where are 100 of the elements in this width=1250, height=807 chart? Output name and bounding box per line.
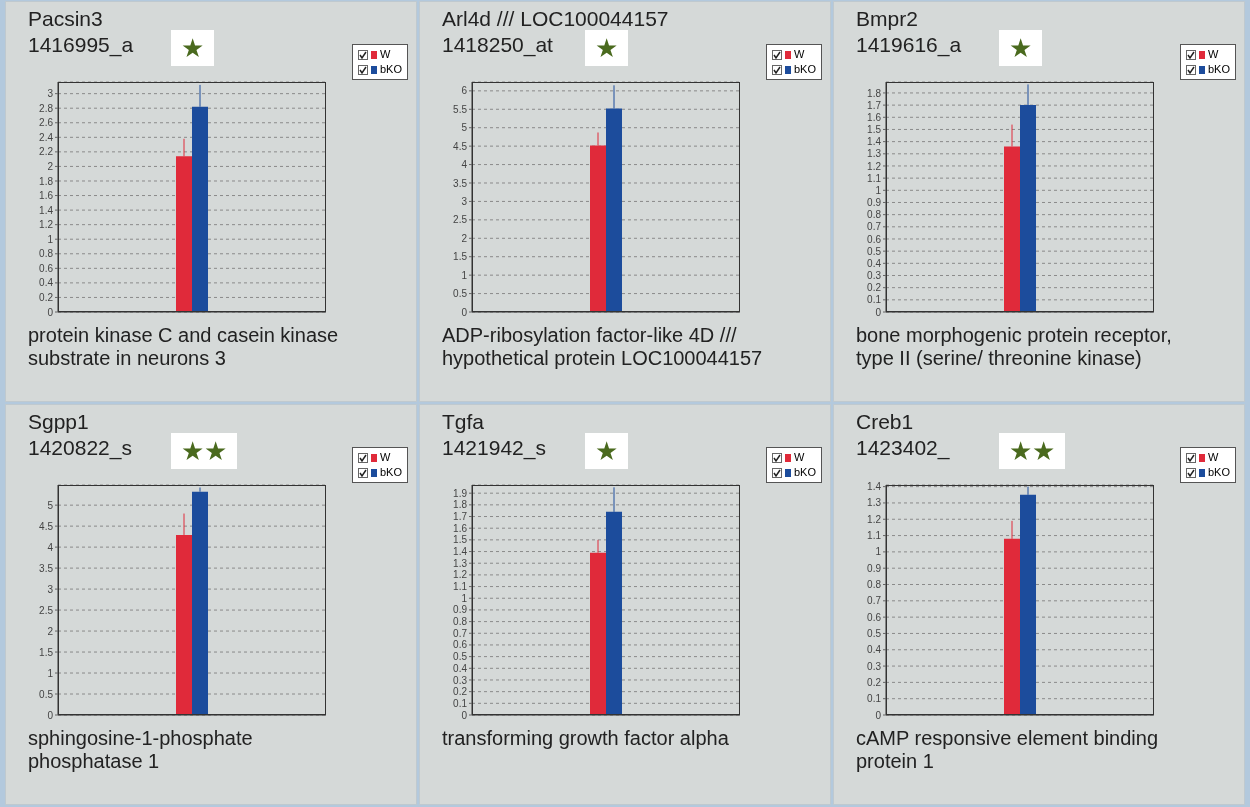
y-tick-label: 3 xyxy=(461,195,468,207)
y-tick-label: 4 xyxy=(47,541,54,553)
legend-label: bKO xyxy=(793,62,816,77)
y-tick-label: 1.3 xyxy=(453,557,468,569)
y-tick-label: 1.2 xyxy=(39,219,54,231)
y-tick-label: 0.5 xyxy=(39,688,54,700)
y-tick-label: 1.6 xyxy=(39,190,54,202)
y-tick-label: 0.8 xyxy=(867,579,882,591)
y-tick-label: 1.7 xyxy=(867,99,882,111)
y-tick-label: 0.2 xyxy=(867,282,882,294)
y-tick-label: 1.5 xyxy=(867,124,882,136)
chart-subtitle: 1418250_at xyxy=(442,33,553,56)
y-tick-label: 1.3 xyxy=(867,497,882,509)
y-tick-label: 0.1 xyxy=(867,693,882,705)
y-tick-label: 1.6 xyxy=(867,111,882,123)
y-tick-label: 1.1 xyxy=(867,172,882,184)
chart-title: Sgpp1 xyxy=(28,409,90,435)
y-tick-label: 0.6 xyxy=(39,262,54,274)
legend-label: W xyxy=(1207,450,1219,465)
y-tick-label: 0.5 xyxy=(867,245,882,257)
text: ★ xyxy=(585,433,628,469)
y-tick-label: 0.8 xyxy=(867,209,882,221)
y-tick-label: 2 xyxy=(47,625,54,637)
text: ★★ xyxy=(171,433,237,469)
y-tick-label: 1.7 xyxy=(453,511,468,523)
y-tick-label: 4 xyxy=(461,159,468,171)
y-tick-label: 0.1 xyxy=(453,697,468,709)
y-tick-label: 1.9 xyxy=(453,487,468,499)
y-tick-label: 0.7 xyxy=(867,595,882,607)
legend-label: W xyxy=(793,450,805,465)
y-tick-label: 1.8 xyxy=(453,499,468,511)
y-tick-label: 1.4 xyxy=(453,546,468,558)
y-tick-label: 1 xyxy=(875,184,882,196)
y-tick-label: 0.1 xyxy=(867,294,882,306)
chart-subtitle: 1423402_ xyxy=(856,435,950,461)
y-tick-label: 0 xyxy=(461,306,468,318)
text: protein kinase C and casein kinase substrate in neurons 3 xyxy=(28,324,340,370)
y-tick-label: 1.4 xyxy=(39,204,54,216)
text: transforming growth factor alpha xyxy=(442,727,730,750)
legend-label: bKO xyxy=(1207,465,1230,480)
legend-label: bKO xyxy=(379,465,402,480)
chart-title: Creb1 xyxy=(856,409,915,435)
y-tick-label: 0.4 xyxy=(39,277,54,289)
y-tick-label: 0.5 xyxy=(453,651,468,663)
chart-title: Arl4d /// LOC100044157 xyxy=(442,6,669,32)
chart-subtitle: 1416995_a xyxy=(28,32,134,58)
y-tick-label: 0.8 xyxy=(39,248,54,260)
y-tick-label: 4.5 xyxy=(39,520,54,532)
text: bone morphogenic protein receptor, type II (serine/ threonine kinase) xyxy=(856,324,1173,370)
y-tick-label: 0.5 xyxy=(867,627,882,639)
y-tick-label: 2.8 xyxy=(39,102,54,114)
y-tick-label: 2.6 xyxy=(39,117,54,129)
y-tick-label: 5.5 xyxy=(453,103,468,115)
y-tick-label: 0.9 xyxy=(867,197,882,209)
y-tick-label: 3 xyxy=(47,88,54,100)
y-tick-label: 0.6 xyxy=(867,233,882,245)
y-tick-label: 2 xyxy=(461,232,468,244)
y-tick-label: 1 xyxy=(461,592,468,604)
y-tick-label: 0.4 xyxy=(453,662,468,674)
y-tick-label: 1.3 xyxy=(867,148,882,160)
y-tick-label: 1.1 xyxy=(867,530,882,542)
legend-label: W xyxy=(1207,47,1219,62)
y-tick-label: 1 xyxy=(875,546,882,558)
y-tick-label: 6 xyxy=(461,85,468,97)
legend-label: W xyxy=(793,47,805,62)
y-tick-label: 3 xyxy=(47,583,54,595)
y-tick-label: 3.5 xyxy=(453,177,468,189)
legend-label: W xyxy=(379,47,391,62)
y-tick-label: 0 xyxy=(47,709,54,721)
y-tick-label: 2.5 xyxy=(453,214,468,226)
y-tick-label: 0.9 xyxy=(453,604,468,616)
y-tick-label: 2.5 xyxy=(39,604,54,616)
y-tick-label: 0.7 xyxy=(453,627,468,639)
y-tick-label: 1.5 xyxy=(453,534,468,546)
y-tick-label: 2 xyxy=(47,160,54,172)
y-tick-label: 0.3 xyxy=(453,674,468,686)
y-tick-label: 1 xyxy=(47,233,54,245)
y-tick-label: 0.2 xyxy=(453,686,468,698)
legend-label: bKO xyxy=(793,465,816,480)
y-tick-label: 1.4 xyxy=(867,481,882,493)
chart-subtitle: 1420822_s xyxy=(28,435,132,461)
text: ADP-ribosylation factor-like 4D /// hypothetical protein LOC100044157 xyxy=(442,324,764,370)
text: ★ xyxy=(999,30,1042,66)
chart-subtitle: 1421942_s xyxy=(442,435,546,461)
y-tick-label: 0.4 xyxy=(867,257,882,269)
y-tick-label: 0.2 xyxy=(39,291,54,303)
y-tick-label: 0.7 xyxy=(867,221,882,233)
y-tick-label: 4.5 xyxy=(453,140,468,152)
chart-subtitle: 1419616_a xyxy=(856,32,962,58)
text: cAMP responsive element binding protein 1 xyxy=(856,727,1160,773)
chart-title: Tgfa xyxy=(442,409,486,435)
y-tick-label: 0.6 xyxy=(867,611,882,623)
y-tick-label: 0.6 xyxy=(453,639,468,651)
legend-label: bKO xyxy=(1207,62,1230,77)
legend-label: bKO xyxy=(379,62,402,77)
y-tick-label: 0.3 xyxy=(867,270,882,282)
y-tick-label: 0.3 xyxy=(867,660,882,672)
y-tick-label: 1.5 xyxy=(39,646,54,658)
text: ★★ xyxy=(999,433,1065,469)
y-tick-label: 1.4 xyxy=(867,136,882,148)
